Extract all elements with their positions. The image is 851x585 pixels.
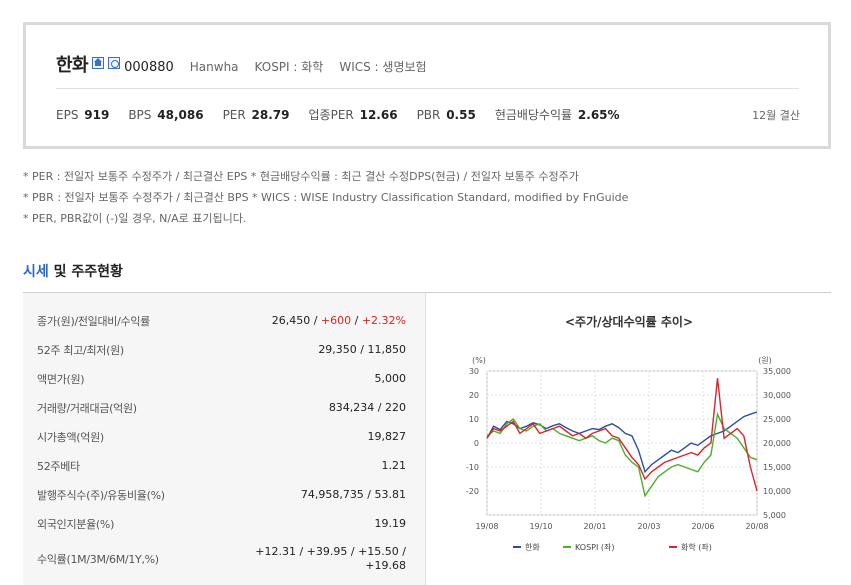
company-name: 한화 [56,55,89,76]
left-tick-label: 10 [469,415,479,424]
english-name: Hanwha [189,60,239,74]
section-title-accent: 시세 [23,264,49,280]
right-tick-label: 35,000 [763,367,791,376]
row-value: 5,000 [374,372,407,385]
table-row: 외국인지분율(%) 19.19 [23,509,426,538]
table-row: 거래량/거래대금(억원) 834,234 / 220 [23,393,426,422]
section-title: 시세 및 주주현황 [23,261,123,281]
metric-industry-per: 업종PER 12.66 [308,108,398,122]
market-info-panel: 종가(원)/전일대비/수익률 26,450 / +600 / +2.32% 52… [23,292,831,585]
x-tick-label: 20/03 [637,522,660,531]
chart-title: <주가/상대수익률 추이> [564,315,694,329]
right-axis-unit: (원) [758,356,772,365]
row-label: 액면가(원) [37,372,85,386]
legend-label: KOSPI (좌) [575,543,615,552]
fiscal-month: 12월 결산 [752,109,800,122]
disclosure-icon[interactable] [108,57,121,69]
table-row: 발행주식수(주)/유동비율(%) 74,958,735 / 53.81 [23,480,426,509]
divider [56,88,799,89]
wics-sector: WICS : 생명보험 [339,60,427,74]
x-tick-label: 20/08 [745,522,768,531]
price-chart-area: <주가/상대수익률 추이> (%) (원) 30 20 10 0 -10 -20 35,000 3… [427,293,831,585]
price-chart: (%) (원) 30 20 10 0 -10 -20 35,000 30,000 25,000 20,… [466,356,791,552]
row-value: 26,450 / +600 / +2.32% [271,314,406,327]
row-value: +12.31 / +39.95 / +15.50 / +19.68 [255,545,406,572]
right-tick-label: 5,000 [763,511,786,520]
x-tick-label: 19/10 [529,522,552,531]
x-tick-label: 19/08 [475,522,498,531]
section-title-rest: 및 주주현황 [48,264,123,280]
row-label: 시가총액(억원) [37,430,104,444]
row-value: 834,234 / 220 [328,401,406,414]
metrics-row: EPS 919 BPS 48,086 PER 28.79 업종PER 12.66… [56,106,639,123]
row-value: 29,350 / 11,850 [318,343,406,356]
metric-pbr: PBR 0.55 [416,108,476,122]
row-label: 종가(원)/전일대비/수익률 [37,314,150,328]
left-axis-unit: (%) [472,356,486,365]
row-value: 19,827 [367,430,407,443]
x-tick-label: 20/06 [691,522,714,531]
metric-bps: BPS 48,086 [128,108,204,122]
metric-eps: EPS 919 [56,108,110,122]
row-label: 52주 최고/최저(원) [37,343,124,357]
row-value: 74,958,735 / 53.81 [300,488,406,501]
company-summary-box: 한화 000880 Hanwha KOSPI : 화학 WICS : 생명보험 … [23,22,831,149]
left-tick-label: 30 [469,367,479,376]
row-label: 거래량/거래대금(억원) [37,401,137,415]
footnote: * PER : 전일자 보통주 수정주가 / 최근결산 EPS * 현금배당수익… [23,170,579,183]
row-label: 외국인지분율(%) [37,517,115,531]
table-row: 52주 최고/최저(원) 29,350 / 11,850 [23,335,426,364]
row-value: 19.19 [374,517,407,530]
metric-per: PER 28.79 [222,108,290,122]
x-tick-label: 20/01 [583,522,606,531]
market-sector: KOSPI : 화학 [254,60,324,74]
footnote: * PER, PBR값이 (-)일 경우, N/A로 표기됩니다. [23,212,247,225]
left-tick-label: -20 [466,487,479,496]
homepage-icon[interactable] [92,57,105,69]
row-label: 수익률(1M/3M/6M/1Y,%) [37,553,159,566]
series-line [486,378,758,492]
right-tick-label: 25,000 [763,415,791,424]
row-value: 1.21 [381,459,407,472]
right-tick-label: 15,000 [763,463,791,472]
stock-code: 000880 [124,60,174,75]
right-tick-label: 30,000 [763,391,791,400]
row-label: 52주베타 [37,459,80,473]
row-label: 발행주식수(주)/유동비율(%) [37,488,165,502]
left-tick-label: 20 [469,391,479,400]
footnotes: * PER : 전일자 보통주 수정주가 / 최근결산 EPS * 현금배당수익… [23,166,628,229]
left-tick-label: -10 [466,463,479,472]
footnote: * PBR : 전일자 보통주 수정주가 / 최근결산 BPS * WICS :… [23,191,629,204]
right-tick-label: 10,000 [763,487,791,496]
market-info-table: 종가(원)/전일대비/수익률 26,450 / +600 / +2.32% 52… [23,293,426,585]
metric-dividend-yield: 현금배당수익률 2.65% [494,108,620,122]
right-tick-label: 20,000 [763,439,791,448]
left-tick-label: 0 [474,439,479,448]
company-title-row: 한화 000880 Hanwha KOSPI : 화학 WICS : 생명보험 [56,51,427,77]
table-row: 종가(원)/전일대비/수익률 26,450 / +600 / +2.32% [23,306,426,335]
table-row: 시가총액(억원) 19,827 [23,422,426,451]
legend-label: 화학 (좌) [681,542,712,552]
table-row: 수익률(1M/3M/6M/1Y,%) +12.31 / +39.95 / +15… [23,540,426,578]
table-row: 액면가(원) 5,000 [23,364,426,393]
series-line [486,411,758,498]
table-row: 52주베타 1.21 [23,451,426,480]
legend-label: 한화 [525,543,540,552]
